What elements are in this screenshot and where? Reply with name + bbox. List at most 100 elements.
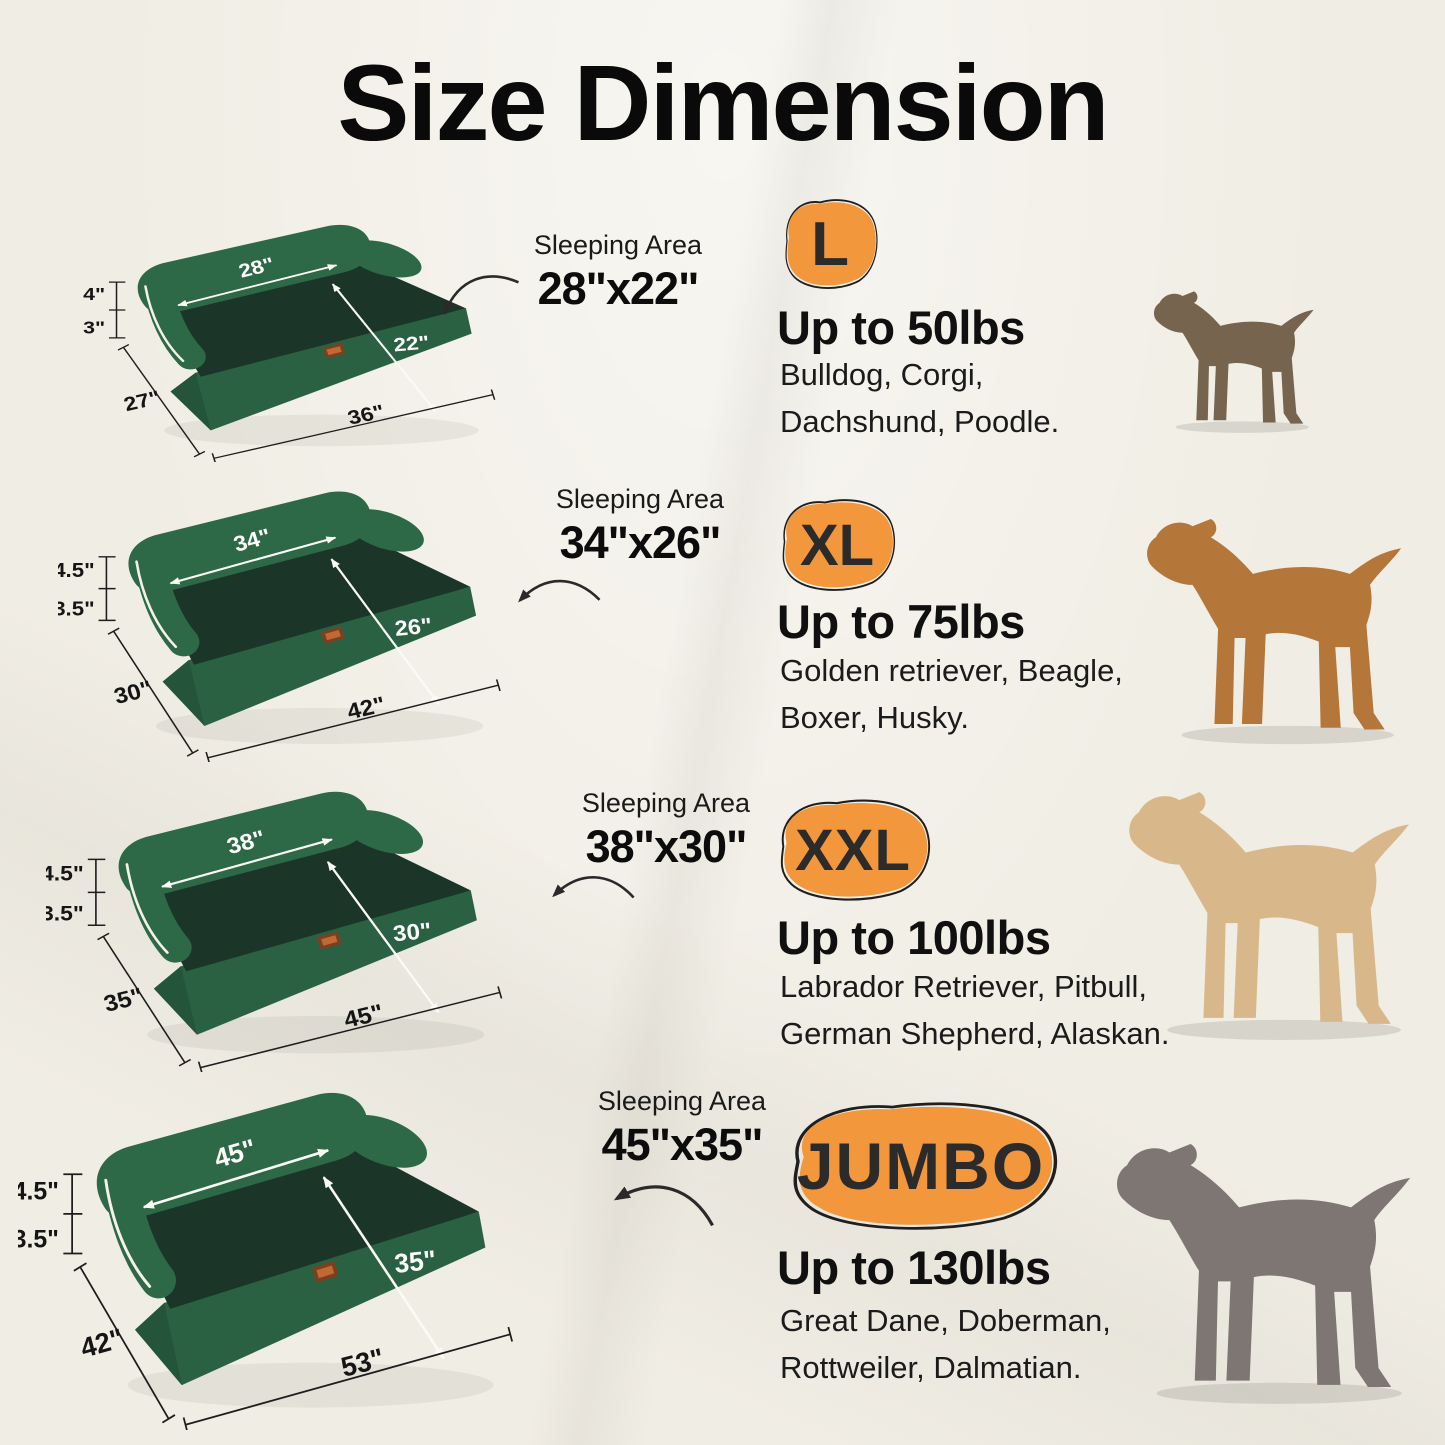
sleeping-depth-label: 35" [393,1244,438,1279]
side-length-label: 30" [111,676,155,709]
bed-arm-pillow [343,810,424,854]
dog-ground-shadow [1181,725,1394,745]
breed-line: Rottweiler, Dalmatian. [780,1349,1082,1385]
bed-white-piping [125,863,169,954]
length-dim-line [200,991,501,1069]
bed-shadow [147,1016,485,1054]
sleeping-area-arrow [613,1185,714,1227]
weight-limit: Up to 100lbs [777,911,1051,964]
depth-arrow [330,558,440,706]
bed-shadow [164,414,479,447]
side-dim-line [102,936,186,1064]
sleeping-depth-label: 22" [392,332,430,356]
sleeping-area-block: Sleeping Area 28"x22" [443,230,718,316]
sleeping-area-size: 28"x22" [537,263,700,314]
side-dim-line [122,346,201,455]
weight-limit: Up to 130lbs [777,1241,1051,1294]
bed-diagram-xxl: 38" 30" 4.5" 3.5" 35" 45" [46,786,518,1072]
breed-line: Labrador Retriever, Pitbull, [780,969,1148,1004]
sleeping-area-block: Sleeping Area 34"x26" [518,484,740,603]
bed-white-piping [144,285,185,363]
dog-ground-shadow [1156,1382,1402,1404]
badge-blob [785,199,878,289]
width-arrow [160,838,333,888]
bed-shadow [156,708,484,744]
dog-ground-shadow [1167,1019,1401,1040]
size-badge-label: XL [799,512,875,578]
sleeping-area-size: 34"x26" [559,517,722,568]
dog-photo-great-dane [1106,1072,1444,1406]
sleeping-area-title: Sleeping Area [555,484,725,514]
bed-base-left-face [162,660,205,726]
bed-diagram-xl: 34" 26" 4.5" 3.5" 30" 42" [58,486,516,762]
sleeping-area-title: Sleeping Area [597,1086,767,1116]
dog-bed-diagram: 34" 26" 4.5" 3.5" 30" 42" [58,491,501,762]
sleeping-area-arrow [518,579,601,603]
depth-arrow [331,283,437,413]
breed-line: Boxer, Husky. [780,699,969,735]
sleeping-area-block: Sleeping Area 38"x30" [552,788,766,899]
dog-photo [1117,1144,1411,1404]
breed-examples: Bulldog, Corgi, Dachshund, Poodle. [780,352,1059,445]
side-dim-line [79,1266,170,1420]
sleeping-area-size: 45"x35" [601,1119,764,1170]
weight-limit: Up to 75lbs [777,595,1025,648]
size-badge-jumbo: JUMBO [778,1098,1064,1234]
sleeping-area-size: 38"x30" [585,821,748,872]
dog-bed-diagram: 45" 35" 4.5" 3.5" 42" 53" [18,1092,513,1430]
badge-blob [782,499,896,591]
length-dim-line [185,1333,511,1426]
bed-diagram-jumbo: 45" 35" 4.5" 3.5" 42" 53" [18,1086,530,1430]
height-top-label: 4.5" [18,1177,59,1205]
breed-line: Dachshund, Poodle. [780,403,1060,439]
sleeping-area-arrow [443,275,520,316]
bed-arm-pillow [347,240,422,278]
height-top-label: 4.5" [58,559,95,582]
height-top-label: 4.5" [46,861,84,885]
depth-arrow [326,861,440,1014]
bed-left-bolster [133,549,200,657]
page-title: Size Dimension [337,42,1109,163]
width-arrow [142,1148,330,1209]
dog-silhouette [1147,518,1402,730]
bed-white-piping [104,1178,152,1288]
breed-line: Great Dane, Doberman, [780,1303,1111,1338]
weight-limit: Up to 50lbs [777,301,1025,354]
height-top-label: 4" [83,285,105,305]
bed-base-left-face [170,372,211,431]
dog-bed-diagram: 28" 22" 4" 3" 27" 36" [83,224,496,462]
dog-photo-golden-retriever [1124,508,1444,746]
bed-left-bolster [124,851,192,963]
breed-examples: Great Dane, Doberman, Rottweiler, Dalmat… [780,1298,1111,1391]
width-arrow [169,536,337,585]
dog-photo-labrador-retriever [1116,780,1444,1042]
badge-blob [780,799,931,901]
bed-white-piping [135,560,178,648]
breed-examples: Labrador Retriever, Pitbull, German Shep… [780,964,1169,1057]
size-badge-label: JUMBO [796,1129,1046,1203]
size-badge-xxl: XXL [772,796,934,904]
dog-bed-diagram: 38" 30" 4.5" 3.5" 35" 45" [46,791,503,1072]
badge-blob [793,1102,1058,1230]
size-badge-label: XXL [795,817,911,883]
dog-photo-yorkshire-terrier [1148,262,1332,434]
bed-arm-pillow [346,509,424,552]
sleeping-depth-label: 26" [393,613,433,640]
bed-left-bolster [142,275,206,370]
side-length-label: 35" [101,983,146,1017]
side-length-label: 27" [121,387,163,416]
height-base-label: 3.5" [46,901,84,925]
sleeping-area-block: Sleeping Area 45"x35" [582,1086,782,1227]
breed-line: Bulldog, Corgi, [780,357,984,392]
size-badge-l: L [780,196,880,292]
breed-line: German Shepherd, Alaskan. [780,1015,1170,1051]
sleeping-area-title: Sleeping Area [581,788,751,818]
bed-left-bolster [102,1165,176,1299]
sleeping-depth-label: 30" [392,918,433,946]
dog-ground-shadow [1175,421,1309,433]
length-dim-line [207,684,499,759]
